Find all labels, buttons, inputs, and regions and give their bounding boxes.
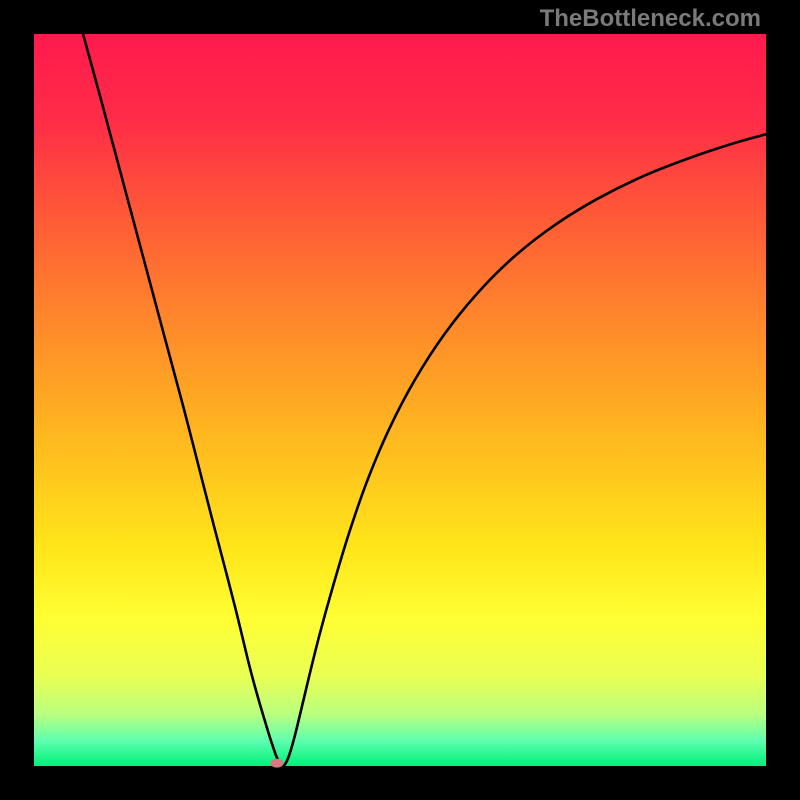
- plot-area: [34, 34, 766, 766]
- bottleneck-curve: [34, 34, 766, 766]
- watermark-text: TheBottleneck.com: [540, 5, 761, 33]
- minimum-marker: [270, 759, 283, 768]
- chart-frame: TheBottleneck.com: [0, 0, 800, 800]
